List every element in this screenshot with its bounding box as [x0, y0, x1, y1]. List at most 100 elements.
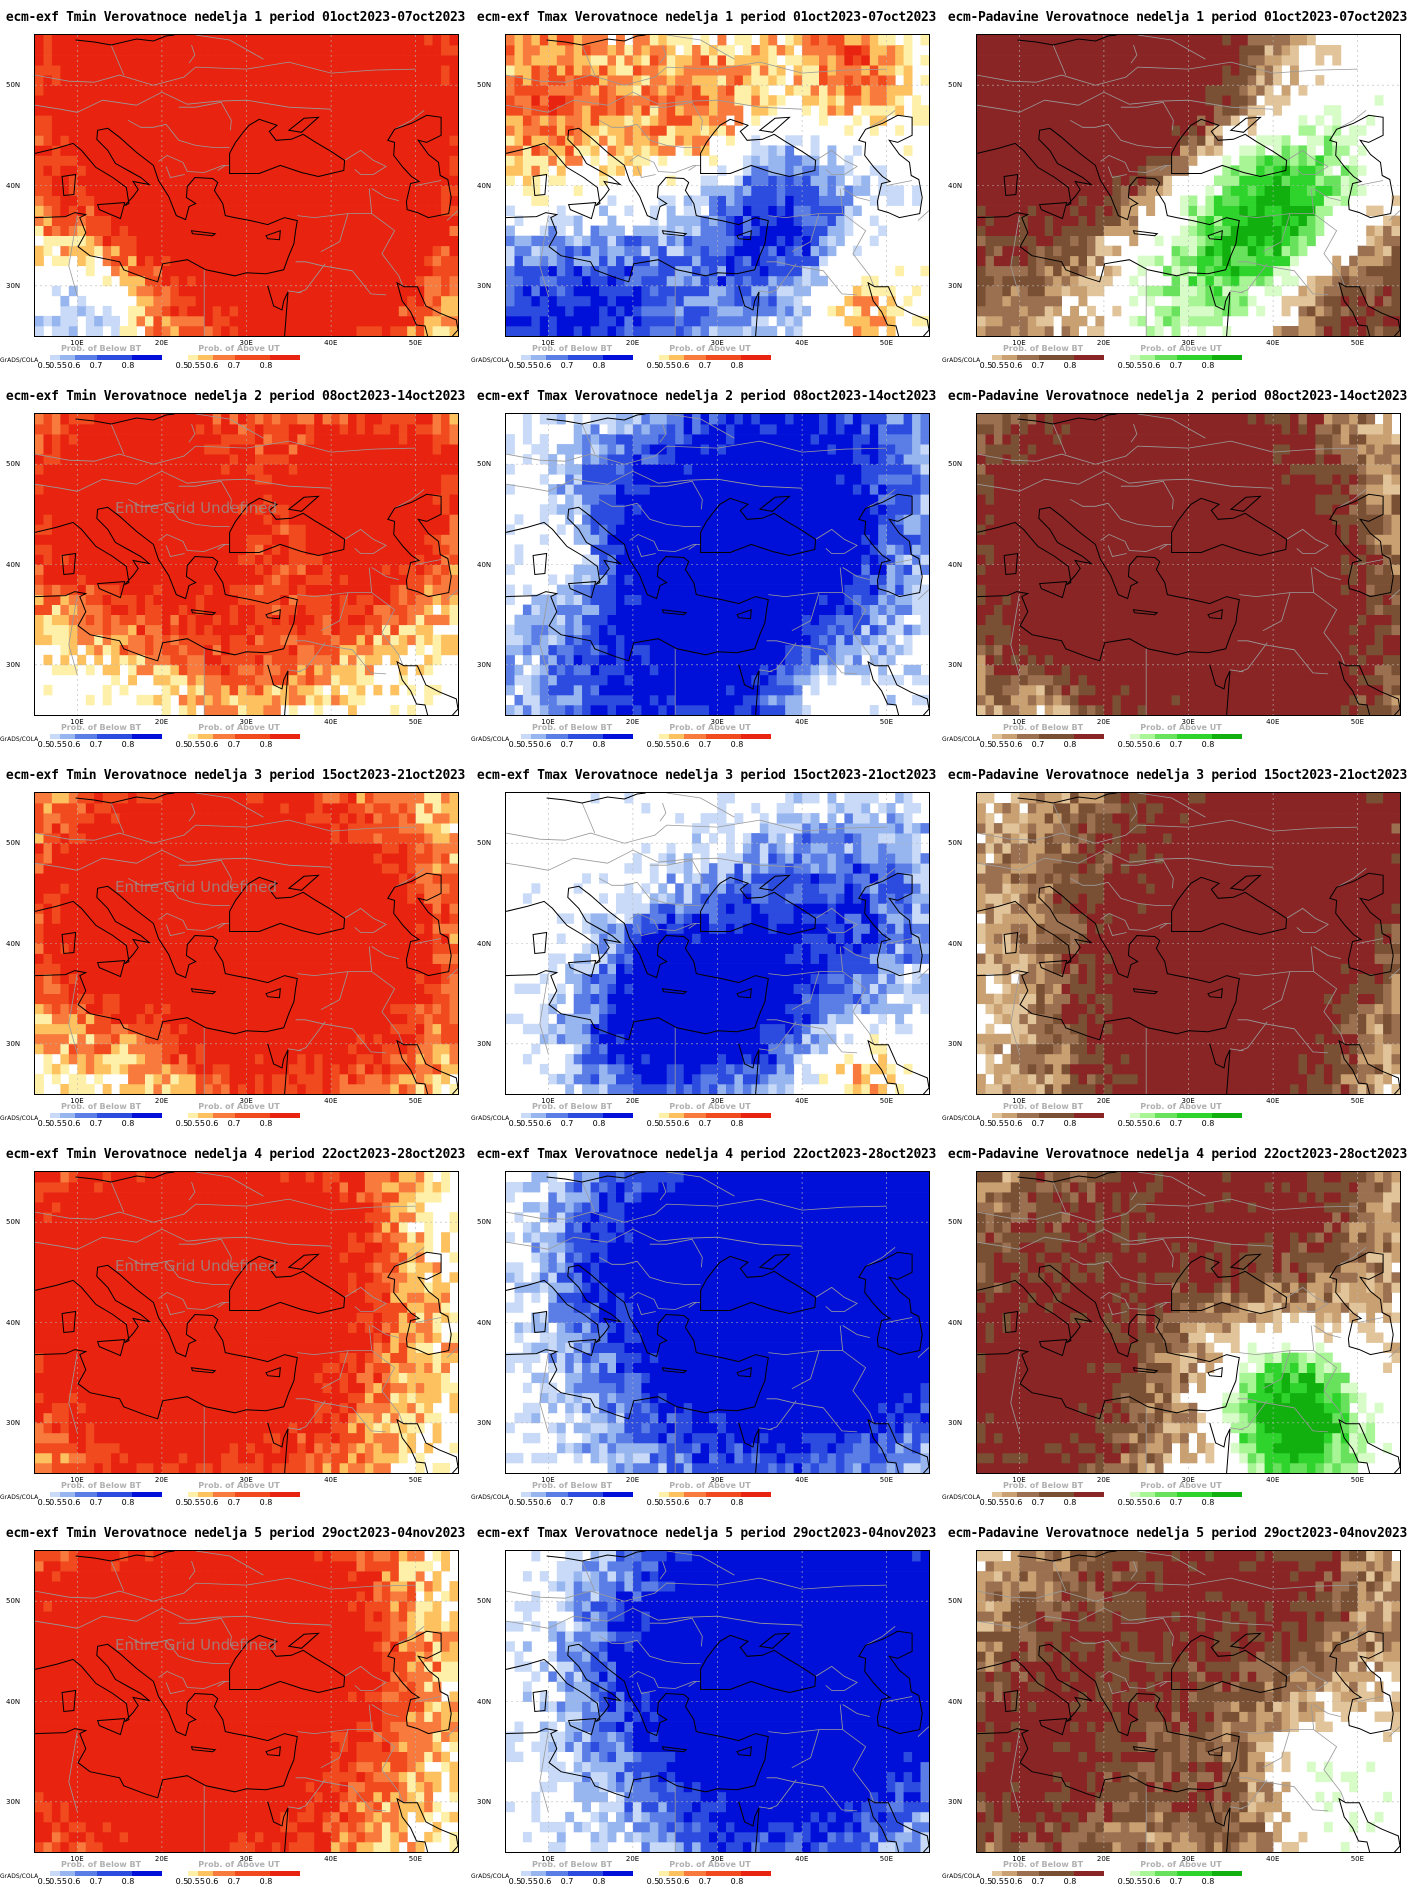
legend-colorbar — [40, 1492, 162, 1497]
legend-swatch — [1017, 1871, 1039, 1876]
forecast-map: Entire Grid Undefined — [34, 792, 459, 1095]
legend-swatch — [531, 734, 546, 739]
country-border — [1130, 802, 1138, 822]
country-border — [636, 166, 656, 178]
country-border — [1262, 592, 1291, 632]
legend-swatch — [213, 1113, 235, 1118]
country-border — [917, 589, 929, 600]
country-border — [165, 545, 185, 557]
country-border — [839, 946, 844, 972]
sicily-coastline — [96, 581, 126, 599]
country-border — [581, 44, 596, 76]
country-border — [886, 180, 913, 186]
legend-swatch — [198, 734, 213, 739]
country-border — [768, 592, 875, 666]
country-border — [158, 154, 230, 173]
legend-tick: 0.55 — [658, 1119, 676, 1128]
legend-title: Prob. of Above UT — [649, 1102, 771, 1111]
country-border — [110, 1560, 125, 1592]
legend-tick: 0.55 — [658, 740, 676, 749]
legend-tick: 0.6 — [1010, 361, 1023, 370]
lat-label: 40N — [6, 561, 20, 569]
legend-title: Prob. of Above UT — [649, 344, 771, 353]
legend-tick: 0.5 — [647, 740, 660, 749]
crete-coastline — [190, 1746, 217, 1753]
lat-label: 50N — [477, 1218, 491, 1226]
legend-swatch — [568, 1113, 603, 1118]
legend-swatch — [1074, 1871, 1104, 1876]
legend-ticks: 0.5 0.55 0.6 0.7 0.8 — [647, 1498, 771, 1508]
legend-tick: 0.8 — [260, 361, 273, 370]
legend-ticks: 0.5 0.55 0.6 0.7 0.8 — [647, 1877, 771, 1887]
legend-ticks: 0.5 0.55 0.6 0.7 0.8 — [1118, 361, 1242, 371]
legend-swatch — [178, 1871, 188, 1876]
country-border — [394, 867, 425, 888]
grads-credit: GrADS/COLA — [471, 1494, 509, 1501]
country-border — [977, 1198, 1358, 1223]
country-border — [297, 1729, 404, 1803]
lon-label: 10E — [70, 718, 83, 726]
lon-label: 20E — [1097, 1097, 1110, 1105]
mediterranean-coastline — [506, 506, 769, 662]
legend-ticks: 0.5 0.55 0.6 0.7 0.8 — [38, 1119, 162, 1129]
legend-swatch — [97, 355, 132, 360]
legend-tick: 0.6 — [206, 740, 219, 749]
cyprus-coastline — [265, 987, 281, 999]
legend-tick: 0.5 — [176, 1119, 189, 1128]
red-sea-coastline — [267, 1422, 289, 1473]
persian-gulf-coastline — [396, 660, 458, 715]
country-border — [1313, 1704, 1341, 1717]
persian-gulf-coastline — [396, 1039, 458, 1094]
country-border — [1159, 1302, 1168, 1308]
panel-title: ecm-exf Tmin Verovatnoce nedelja 4 perio… — [0, 1147, 471, 1162]
legend-tick: 0.7 — [228, 1877, 241, 1886]
country-border — [344, 1286, 387, 1312]
legend-tick: 0.5 — [38, 361, 51, 370]
legend-swatch — [270, 1113, 300, 1118]
legend-tick: 0.5 — [38, 740, 51, 749]
country-border — [865, 488, 896, 509]
lon-label: 30E — [711, 718, 724, 726]
sardinia-coastline — [532, 1310, 548, 1334]
lon-label: 20E — [1097, 1855, 1110, 1863]
lon-label: 40E — [324, 1476, 337, 1484]
country-border — [666, 414, 735, 439]
grads-credit: GrADS/COLA — [0, 1494, 38, 1501]
country-border — [768, 1779, 797, 1810]
lon-label: 10E — [541, 1855, 554, 1863]
caspian-sea-coastline — [387, 493, 452, 598]
crete-coastline — [1132, 1746, 1159, 1753]
legend-colorbar — [40, 1871, 162, 1876]
mediterranean-coastline — [35, 127, 298, 283]
legend-swatch — [603, 1871, 633, 1876]
legend-swatch — [568, 1871, 603, 1876]
legend-title: Prob. of Above UT — [178, 344, 300, 353]
legend-ticks: 0.5 0.55 0.6 0.7 0.8 — [176, 740, 300, 750]
country-border — [178, 480, 232, 510]
legend-swatch — [511, 355, 521, 360]
lon-label: 20E — [155, 1476, 168, 1484]
sicily-coastline — [1038, 960, 1068, 978]
country-border — [791, 592, 820, 632]
legend-tick: 0.8 — [122, 1119, 135, 1128]
country-border — [195, 793, 264, 818]
legend-swatch — [1017, 734, 1039, 739]
legend-tick: 0.55 — [658, 361, 676, 370]
forecast-map — [976, 34, 1401, 337]
legend-swatch — [40, 1113, 50, 1118]
legend-swatch — [213, 1871, 235, 1876]
legend-below: Prob. of Below BT 0.5 0.55 0.6 0.7 0.8 — [980, 1860, 1104, 1888]
legend-swatch — [706, 355, 741, 360]
country-border — [415, 1317, 442, 1323]
country-border — [320, 592, 349, 632]
cyprus-coastline — [265, 1366, 281, 1378]
lon-label: 20E — [1097, 718, 1110, 726]
sardinia-coastline — [1003, 931, 1019, 955]
country-border — [368, 567, 373, 593]
legend-tick: 0.55 — [520, 361, 538, 370]
legend-ticks: 0.5 0.55 0.6 0.7 0.8 — [1118, 1119, 1242, 1129]
country-border — [188, 1560, 196, 1580]
country-border — [35, 91, 332, 113]
legend-title: Prob. of Below BT — [982, 1481, 1104, 1490]
country-border — [1137, 793, 1206, 818]
